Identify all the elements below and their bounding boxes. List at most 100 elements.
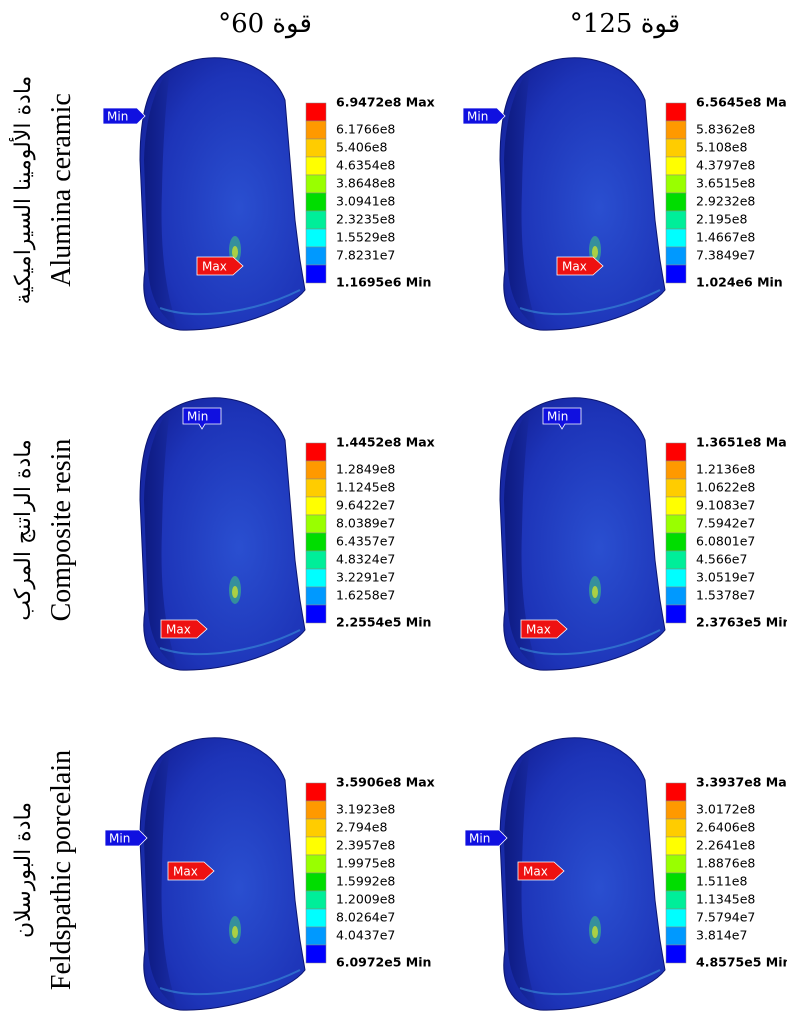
tag-text: Max bbox=[526, 623, 551, 637]
legend-label: 1.5529e8 bbox=[336, 230, 395, 245]
legend-swatch bbox=[666, 819, 686, 837]
legend-label: 7.5942e7 bbox=[696, 516, 755, 531]
legend-swatch bbox=[666, 515, 686, 533]
legend-swatch bbox=[306, 783, 326, 801]
legend-label: 1.4452e8 Max bbox=[336, 435, 435, 450]
legend-swatch bbox=[306, 569, 326, 587]
row-label-arabic: مادة الألومينا السيراميكية bbox=[9, 76, 36, 305]
legend-label: 2.2554e5 Min bbox=[336, 615, 431, 630]
result-panel: 3.5906e8 Max 3.1923e8 2.794e8 2.3957e8 1.997… bbox=[105, 738, 435, 1010]
legend-label: 1.024e6 Min bbox=[696, 275, 783, 290]
legend-swatch bbox=[666, 569, 686, 587]
legend-label: 3.5906e8 Max bbox=[336, 775, 435, 790]
legend-label: 4.8324e7 bbox=[336, 552, 395, 567]
legend-swatch bbox=[306, 247, 326, 265]
legend-swatch bbox=[666, 605, 686, 623]
legend-swatch bbox=[666, 443, 686, 461]
max-tag: Max bbox=[518, 862, 564, 880]
legend-swatch bbox=[306, 443, 326, 461]
legend-label: 1.0622e8 bbox=[696, 480, 755, 495]
tag-text: Min bbox=[469, 832, 490, 846]
legend-swatch bbox=[306, 515, 326, 533]
legend-swatch bbox=[306, 551, 326, 569]
legend-label: 6.5645e8 Max bbox=[696, 95, 787, 110]
legend-swatch bbox=[306, 139, 326, 157]
legend-label: 3.0519e7 bbox=[696, 570, 755, 585]
max-tag: Max bbox=[557, 257, 603, 275]
legend-swatch bbox=[306, 837, 326, 855]
legend-label: 1.5992e8 bbox=[336, 874, 395, 889]
legend-label: 9.1083e7 bbox=[696, 498, 755, 513]
tag-text: Max bbox=[166, 623, 191, 637]
legend-label: 1.511e8 bbox=[696, 874, 747, 889]
row-label-arabic: مادة الراتنج المركب bbox=[11, 439, 36, 621]
legend-label: 4.566e7 bbox=[696, 552, 747, 567]
legend-label: 4.3797e8 bbox=[696, 158, 755, 173]
legend-label: 8.0389e7 bbox=[336, 516, 395, 531]
legend-swatch bbox=[666, 497, 686, 515]
legend-label: 1.9975e8 bbox=[336, 856, 395, 871]
hot-spot bbox=[592, 246, 598, 258]
max-tag: Max bbox=[521, 620, 567, 638]
legend-swatch bbox=[666, 855, 686, 873]
legend-swatch bbox=[666, 229, 686, 247]
legend-label: 6.4357e7 bbox=[336, 534, 395, 549]
column-header: قوة 60° bbox=[218, 9, 312, 39]
legend-label: 6.0801e7 bbox=[696, 534, 755, 549]
legend-label: 2.2641e8 bbox=[696, 838, 755, 853]
legend-swatch bbox=[666, 265, 686, 283]
legend-swatch bbox=[306, 605, 326, 623]
legend-label: 1.1345e8 bbox=[696, 892, 755, 907]
legend-swatch bbox=[306, 229, 326, 247]
legend-label: 3.0941e8 bbox=[336, 194, 395, 209]
hot-spot bbox=[592, 926, 598, 938]
legend-label: 3.1923e8 bbox=[336, 802, 395, 817]
legend-swatch bbox=[666, 139, 686, 157]
hot-spot bbox=[232, 586, 238, 598]
legend-label: 2.3957e8 bbox=[336, 838, 395, 853]
legend-label: 2.195e8 bbox=[696, 212, 747, 227]
hot-spot bbox=[232, 926, 238, 938]
legend-label: 1.5378e7 bbox=[696, 588, 755, 603]
max-tag: Max bbox=[197, 257, 243, 275]
legend-swatch bbox=[306, 175, 326, 193]
legend-swatch bbox=[666, 837, 686, 855]
legend-label: 7.8231e7 bbox=[336, 248, 395, 263]
legend-swatch bbox=[666, 533, 686, 551]
legend-label: 1.3651e8 Max bbox=[696, 435, 787, 450]
legend-label: 5.8362e8 bbox=[696, 122, 755, 137]
legend-swatch bbox=[306, 103, 326, 121]
legend-label: 3.2291e7 bbox=[336, 570, 395, 585]
result-panel: 1.4452e8 Max1.2849e81.1245e89.6422e78.03… bbox=[140, 398, 435, 670]
legend-swatch bbox=[666, 461, 686, 479]
legend-label: 3.3937e8 Max bbox=[696, 775, 787, 790]
legend-label: 2.794e8 bbox=[336, 820, 387, 835]
legend-swatch bbox=[306, 909, 326, 927]
legend-swatch bbox=[306, 479, 326, 497]
legend-label: 2.6406e8 bbox=[696, 820, 755, 835]
legend-swatch bbox=[666, 157, 686, 175]
tag-text: Min bbox=[109, 832, 130, 846]
legend-swatch bbox=[666, 193, 686, 211]
legend-label: 1.2849e8 bbox=[336, 462, 395, 477]
result-panel: 6.9472e8 Max6.1766e85.406e84.6354e83.864… bbox=[103, 58, 435, 330]
legend-swatch bbox=[666, 587, 686, 605]
legend-swatch bbox=[306, 855, 326, 873]
legend-swatch bbox=[666, 479, 686, 497]
legend-label: 2.3235e8 bbox=[336, 212, 395, 227]
legend-swatch bbox=[666, 103, 686, 121]
legend-swatch bbox=[306, 945, 326, 963]
legend-swatch bbox=[306, 801, 326, 819]
tag-text: Min bbox=[467, 110, 488, 124]
legend-label: 7.3849e7 bbox=[696, 248, 755, 263]
legend-swatch bbox=[306, 193, 326, 211]
legend-label: 3.8648e8 bbox=[336, 176, 395, 191]
legend-swatch bbox=[306, 891, 326, 909]
legend-swatch bbox=[666, 909, 686, 927]
legend-swatch bbox=[666, 211, 686, 229]
column-header: قوة 125° bbox=[570, 9, 680, 39]
legend-swatch bbox=[666, 247, 686, 265]
hot-spot bbox=[232, 246, 238, 258]
legend-swatch bbox=[306, 533, 326, 551]
legend-label: 4.0437e7 bbox=[336, 928, 395, 943]
